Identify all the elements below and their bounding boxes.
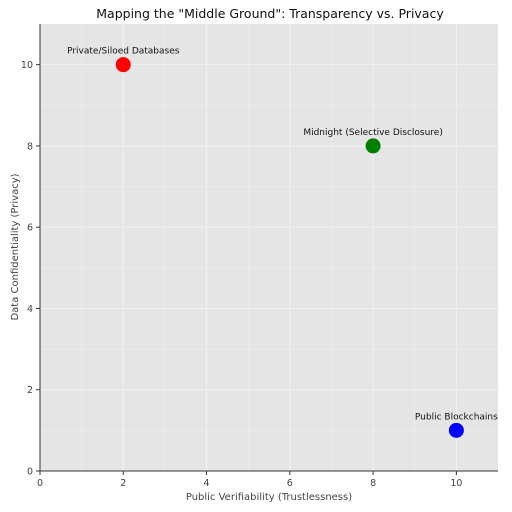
plot-area [40,24,498,471]
data-point [448,422,464,438]
data-point-label: Midnight (Selective Disclosure) [303,128,443,138]
x-tick-label: 0 [37,478,43,489]
chart-title: Mapping the "Middle Ground": Transparenc… [96,6,444,21]
axes [39,24,498,472]
data-point [115,57,131,73]
y-tick-label: 2 [27,385,33,396]
x-tick-label: 8 [370,478,376,489]
x-tick-label: 2 [120,478,126,489]
y-tick-label: 6 [27,223,33,234]
x-axis-label: Public Verifiability (Trustlessness) [186,492,352,503]
x-tick-label: 10 [450,478,462,489]
y-axis-label: Data Confidentiality (Privacy) [10,173,21,320]
data-point-label: Public Blockchains [415,412,498,422]
y-tick-label: 4 [27,304,33,315]
y-tick-label: 10 [21,60,33,71]
y-tick-label: 0 [27,467,33,478]
data-point-label: Private/Siloed Databases [67,47,180,57]
y-tick-label: 8 [27,141,33,152]
data-points: Private/Siloed Databases Midnight (Select… [67,47,498,438]
x-tick-label: 6 [287,478,293,489]
tick-labels: 0 2 4 6 8 10 0 2 4 6 8 10 [21,60,463,489]
data-point [365,138,381,154]
x-tick-label: 4 [204,478,210,489]
